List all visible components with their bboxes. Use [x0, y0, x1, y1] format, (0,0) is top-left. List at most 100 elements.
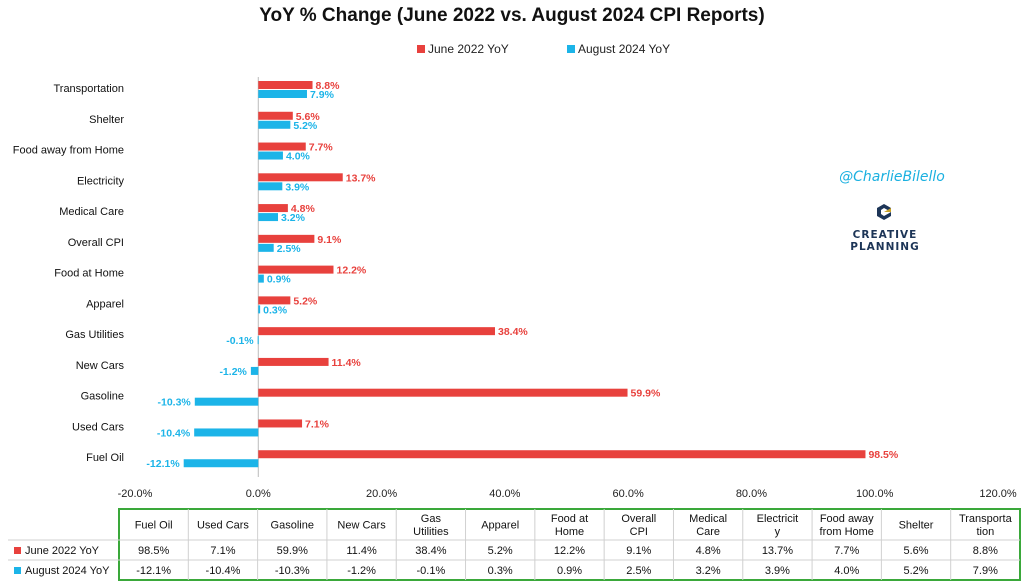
table-header-line: Used Cars [197, 520, 249, 532]
bar-june-2022-yoy-electricity [258, 173, 343, 182]
data-label-june-2022-yoy-gasoline: 59.9% [631, 388, 661, 400]
table-cell: 7.1% [210, 545, 235, 557]
category-label-apparel: Apparel [86, 298, 124, 310]
bar-june-2022-yoy-food-at-home [258, 265, 334, 274]
bar-june-2022-yoy-new-cars [258, 357, 329, 366]
table-row-swatch-august-2024-yoy [14, 567, 21, 574]
plot-area: Fuel Oil 98.5% -12.1% Used Cars 7.1% -10.4% Ga… [13, 77, 899, 477]
x-tick-label: 120.0% [979, 488, 1017, 500]
bar-august-2024-yoy-shelter [258, 120, 291, 129]
data-label-august-2024-yoy-overall-cpi: 2.5% [277, 243, 302, 255]
logo-mark-icon [877, 204, 891, 220]
category-label-food-at-home: Food at Home [54, 268, 124, 280]
data-label-june-2022-yoy-new-cars: 11.4% [332, 357, 362, 369]
table-header-line: Shelter [899, 520, 934, 532]
table-header-line: Care [696, 526, 720, 538]
bar-june-2022-yoy-gasoline [258, 388, 628, 397]
table-row-swatch-june-2022-yoy [14, 547, 21, 554]
data-label-august-2024-yoy-fuel-oil: -12.1% [146, 458, 180, 470]
bar-june-2022-yoy-apparel [258, 296, 291, 305]
bar-august-2024-yoy-fuel-oil [183, 459, 259, 468]
x-tick-label: 60.0% [613, 488, 644, 500]
table-header-shelter: Shelter [899, 520, 934, 532]
category-label-gas-utilities: Gas Utilities [65, 329, 124, 341]
table-header-new-cars: New Cars [337, 520, 386, 532]
table-cell: 3.2% [696, 565, 721, 577]
table-header-electricity: Electricit y [757, 513, 799, 538]
bar-june-2022-yoy-shelter [258, 111, 293, 120]
category-label-electricity: Electricity [77, 175, 125, 187]
data-label-june-2022-yoy-fuel-oil: 98.5% [868, 449, 898, 461]
bar-june-2022-yoy-gas-utilities [258, 327, 495, 336]
table-cell: 2.5% [626, 565, 651, 577]
table-cell: 12.2% [554, 545, 585, 557]
bar-august-2024-yoy-medical-care [258, 213, 279, 222]
x-tick-label: 0.0% [246, 488, 271, 500]
data-label-august-2024-yoy-used-cars: -10.4% [157, 427, 191, 439]
table-cell: 0.9% [557, 565, 582, 577]
table-cell: 13.7% [762, 545, 793, 557]
logo-accent-icon [884, 208, 891, 212]
table-header-line: Electricit [757, 513, 799, 525]
table-header-fuel-oil: Fuel Oil [135, 520, 173, 532]
bar-june-2022-yoy-overall-cpi [258, 234, 315, 243]
table-header-line: tion [976, 526, 994, 538]
table-header-overall-cpi: Overall CPI [621, 513, 656, 538]
table-cell: 8.8% [973, 545, 998, 557]
data-label-june-2022-yoy-electricity: 13.7% [346, 172, 376, 184]
data-table: Fuel Oil Used Cars Gasoline New Cars Gas Util… [8, 508, 1021, 581]
data-label-june-2022-yoy-used-cars: 7.1% [305, 418, 330, 430]
category-label-fuel-oil: Fuel Oil [86, 452, 124, 464]
bar-august-2024-yoy-new-cars [250, 366, 259, 375]
table-cell: 4.0% [834, 565, 859, 577]
bar-august-2024-yoy-gas-utilities [257, 336, 259, 345]
data-label-august-2024-yoy-transportation: 7.9% [310, 89, 335, 101]
brand-line-1: CREATIVE [853, 229, 918, 241]
category-label-shelter: Shelter [89, 114, 124, 126]
table-header-line: Fuel Oil [135, 520, 173, 532]
creative-planning-logo: CREATIVE PLANNING [850, 204, 919, 253]
table-header-apparel: Apparel [481, 520, 519, 532]
bar-august-2024-yoy-overall-cpi [258, 243, 274, 252]
data-label-august-2024-yoy-electricity: 3.9% [285, 181, 310, 193]
table-border [118, 508, 1021, 581]
table-header-transportation: Transporta tion [959, 513, 1013, 538]
table-cell: -0.1% [417, 565, 446, 577]
x-tick-label: 80.0% [736, 488, 767, 500]
table-header-line: Overall [621, 513, 656, 525]
category-label-food-away-from-home: Food away from Home [13, 145, 124, 157]
category-label-medical-care: Medical Care [59, 206, 124, 218]
bar-august-2024-yoy-apparel [258, 305, 261, 314]
table-cell: 9.1% [626, 545, 651, 557]
data-label-june-2022-yoy-shelter: 5.6% [296, 111, 321, 123]
data-label-august-2024-yoy-gas-utilities: -0.1% [226, 335, 254, 347]
x-tick-label: 100.0% [856, 488, 894, 500]
table-cell: 11.4% [346, 545, 377, 557]
data-label-august-2024-yoy-food-away-from-home: 4.0% [286, 151, 311, 163]
bar-june-2022-yoy-food-away-from-home [258, 142, 306, 151]
table-cell: 5.2% [903, 565, 928, 577]
table-header-line: Utilities [413, 526, 449, 538]
table-cell: 7.9% [973, 565, 998, 577]
table-cell: -1.2% [347, 565, 376, 577]
bar-august-2024-yoy-food-away-from-home [258, 151, 283, 160]
legend: June 2022 YoY August 2024 YoY [417, 42, 670, 56]
data-label-june-2022-yoy-transportation: 8.8% [316, 80, 341, 92]
bar-june-2022-yoy-fuel-oil [258, 450, 866, 459]
table-cell: 38.4% [415, 545, 446, 557]
table-row-label-august-2024-yoy: August 2024 YoY [25, 565, 110, 577]
bar-june-2022-yoy-used-cars [258, 419, 303, 428]
category-label-overall-cpi: Overall CPI [68, 237, 124, 249]
table-cell: -12.1% [136, 565, 171, 577]
table-header-line: New Cars [337, 520, 386, 532]
brand-line-2: PLANNING [850, 241, 919, 253]
legend-swatch-june-2022 [417, 45, 425, 53]
x-tick-label: 40.0% [489, 488, 520, 500]
table-header-gas-utilities: Gas Utilities [413, 513, 449, 538]
table-header-line: Food at [551, 513, 588, 525]
table-cell: 4.8% [696, 545, 721, 557]
table-header-line: Gas [421, 513, 442, 525]
table-cell: 59.9% [277, 545, 308, 557]
data-label-august-2024-yoy-food-at-home: 0.9% [267, 274, 292, 286]
